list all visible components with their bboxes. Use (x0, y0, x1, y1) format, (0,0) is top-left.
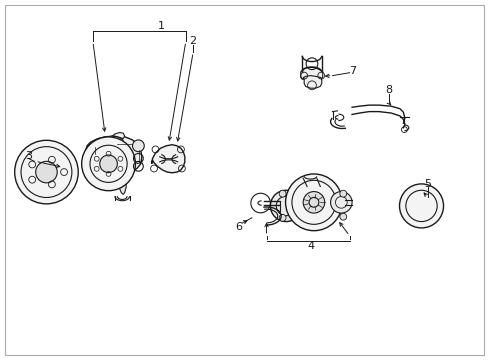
Text: 6: 6 (235, 222, 242, 232)
Circle shape (285, 174, 342, 231)
Polygon shape (151, 145, 184, 173)
Circle shape (132, 140, 144, 152)
Circle shape (303, 192, 324, 213)
Text: 5: 5 (424, 179, 430, 189)
Text: 7: 7 (349, 66, 356, 76)
Polygon shape (300, 67, 322, 80)
Polygon shape (98, 136, 123, 143)
Polygon shape (85, 136, 142, 174)
Polygon shape (278, 186, 344, 219)
Circle shape (270, 190, 301, 221)
Circle shape (330, 192, 351, 213)
Circle shape (36, 161, 57, 183)
Text: 2: 2 (189, 36, 196, 46)
Polygon shape (111, 132, 124, 139)
Circle shape (279, 190, 285, 197)
Text: 8: 8 (385, 85, 391, 95)
Circle shape (399, 184, 443, 228)
Polygon shape (303, 76, 321, 88)
Polygon shape (116, 166, 126, 194)
Circle shape (279, 214, 285, 221)
Circle shape (339, 190, 346, 197)
Circle shape (100, 155, 117, 172)
Text: 1: 1 (158, 21, 164, 31)
Text: 3: 3 (25, 150, 32, 161)
Circle shape (339, 213, 346, 220)
Circle shape (81, 137, 135, 191)
Text: 4: 4 (306, 240, 313, 251)
Circle shape (15, 140, 78, 204)
